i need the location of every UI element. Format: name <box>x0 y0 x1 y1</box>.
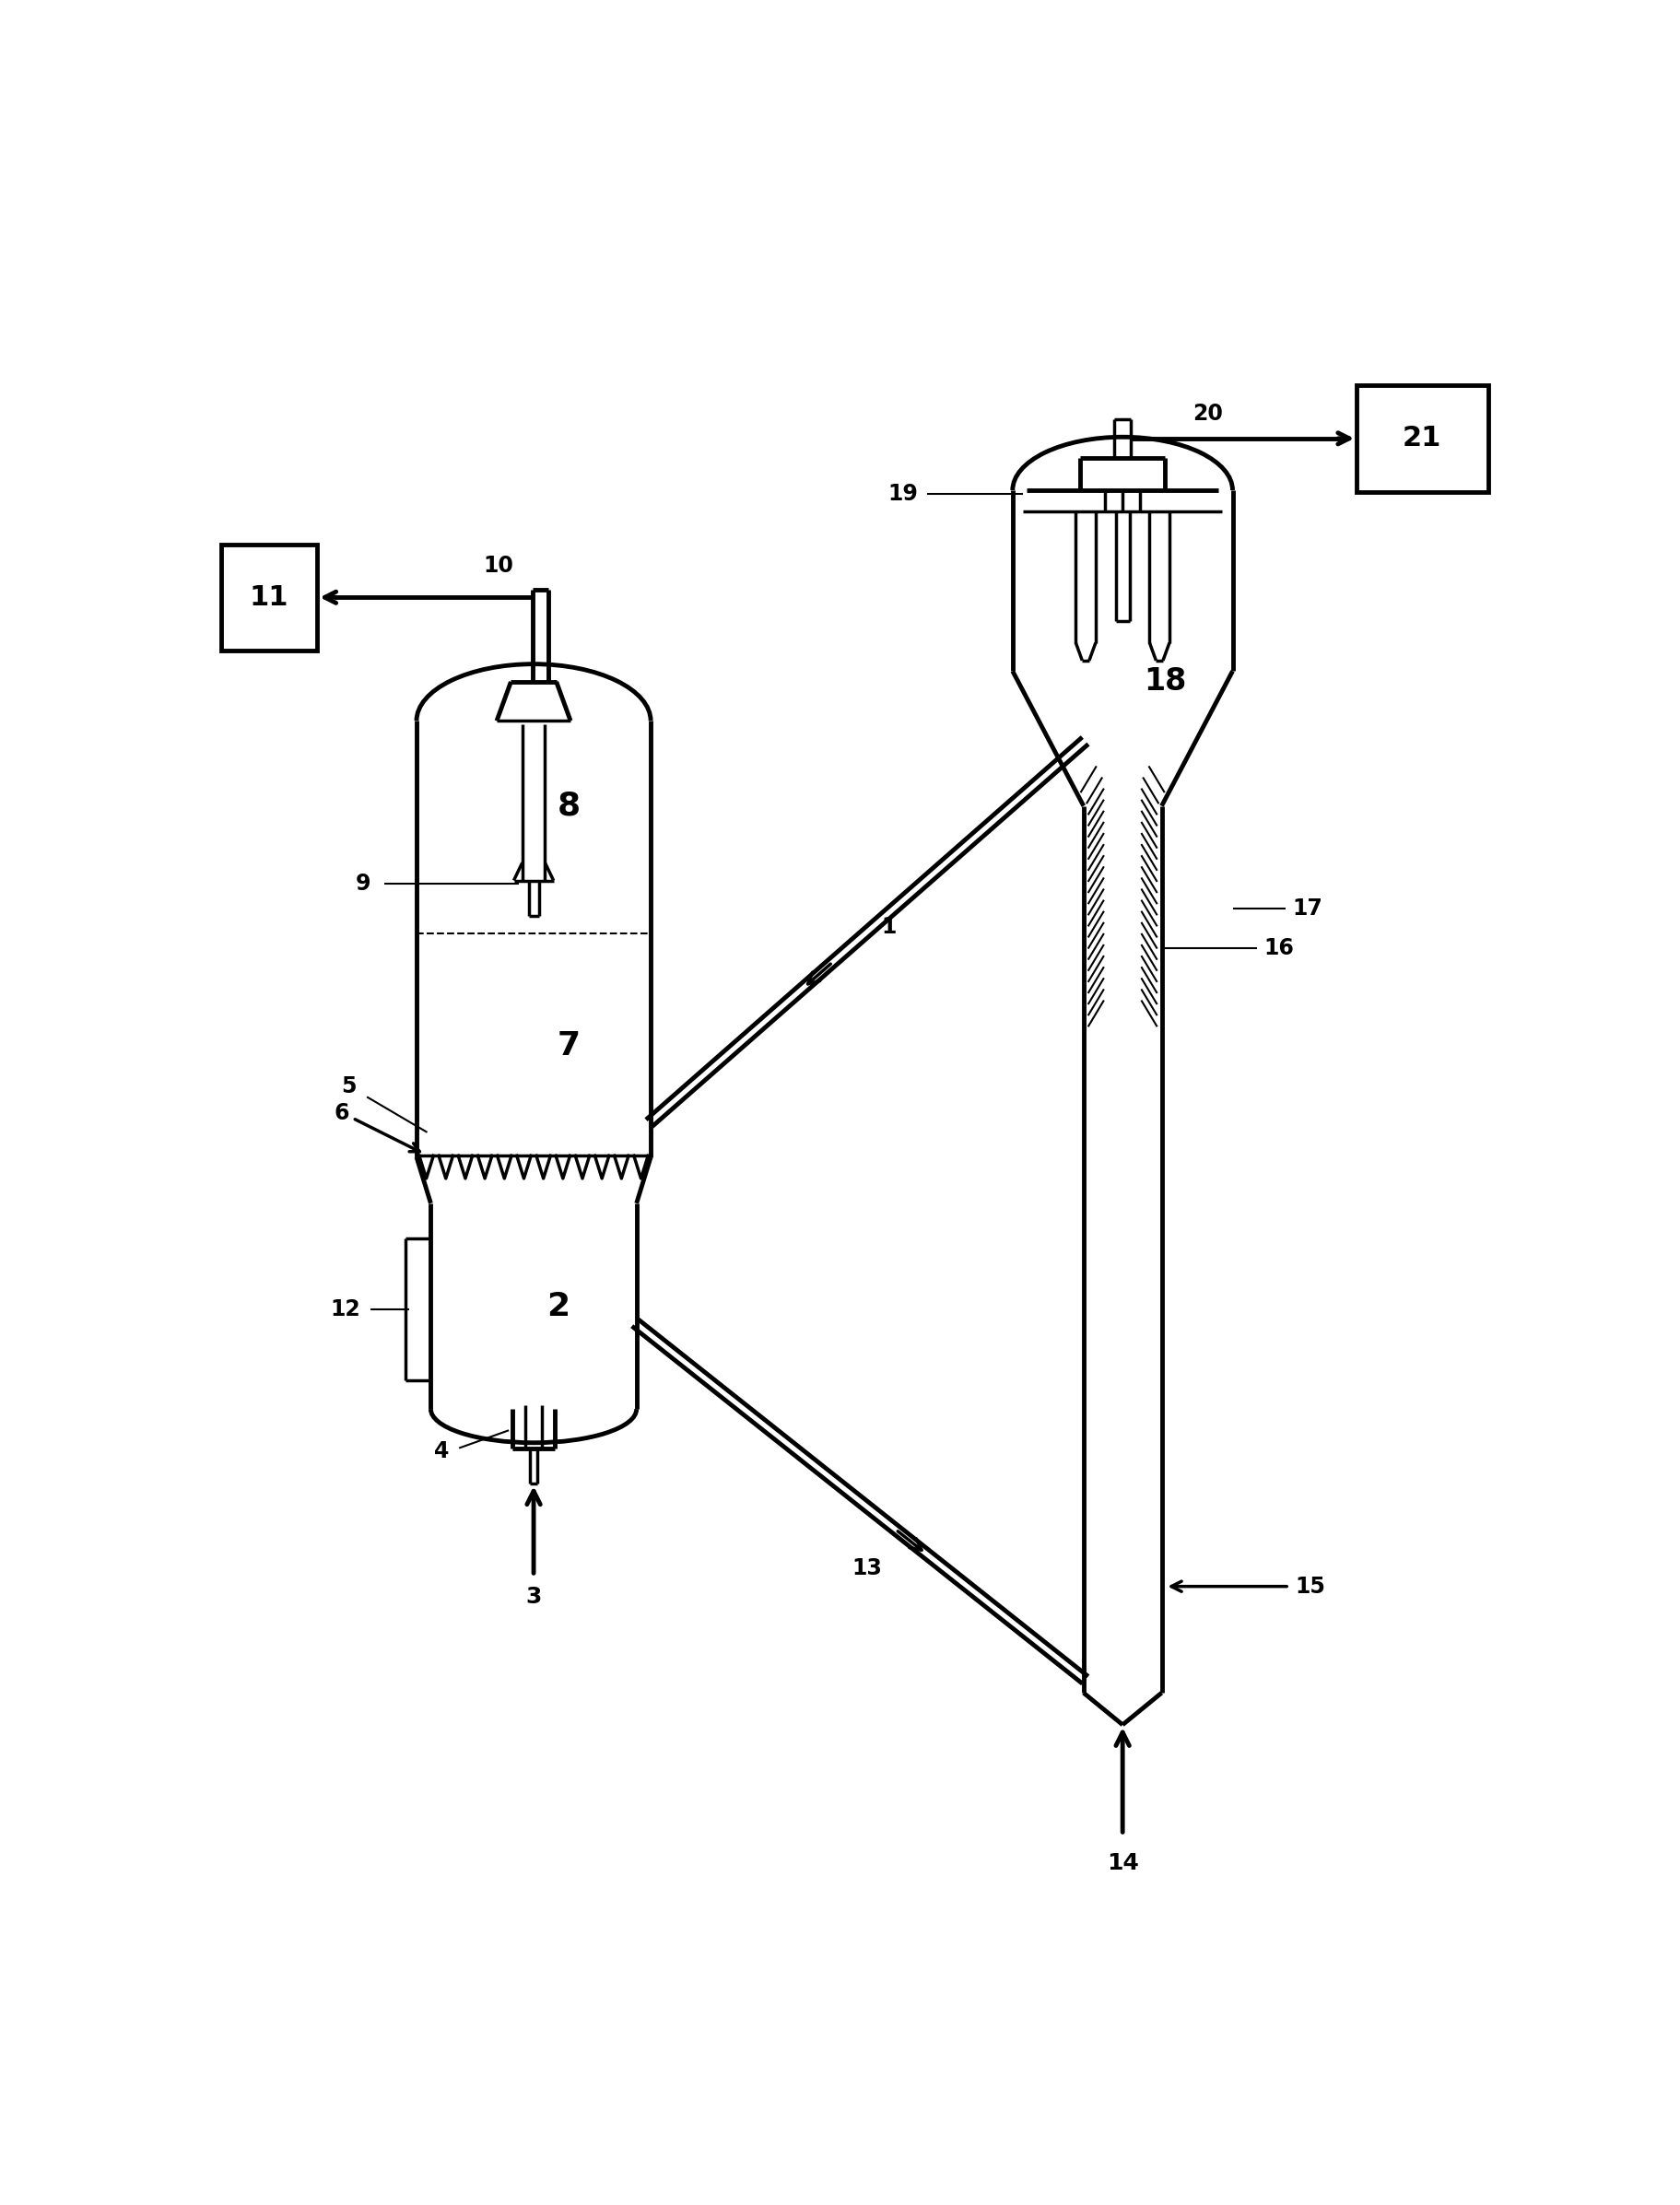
Text: 7: 7 <box>558 1030 580 1061</box>
Bar <box>222 545 318 650</box>
Text: 15: 15 <box>1295 1574 1326 1596</box>
Text: 19: 19 <box>887 483 917 505</box>
Text: 6: 6 <box>334 1102 349 1125</box>
Text: 3: 3 <box>526 1585 541 1607</box>
Text: 14: 14 <box>1105 1852 1137 1874</box>
Text: 4: 4 <box>433 1440 449 1462</box>
Text: 9: 9 <box>356 873 371 895</box>
Text: 13: 13 <box>852 1557 882 1579</box>
Text: 17: 17 <box>1292 897 1322 919</box>
Text: 2: 2 <box>546 1290 570 1321</box>
Text: 1: 1 <box>882 915 897 937</box>
Text: 8: 8 <box>558 789 580 822</box>
Text: 21: 21 <box>1401 426 1441 452</box>
Text: 5: 5 <box>341 1076 356 1098</box>
Text: 12: 12 <box>331 1299 361 1321</box>
Text: 10: 10 <box>482 553 512 576</box>
Text: 16: 16 <box>1263 937 1294 959</box>
Bar <box>1356 386 1487 492</box>
Text: 18: 18 <box>1142 666 1186 697</box>
Text: 20: 20 <box>1191 404 1223 426</box>
Text: 11: 11 <box>249 584 289 611</box>
